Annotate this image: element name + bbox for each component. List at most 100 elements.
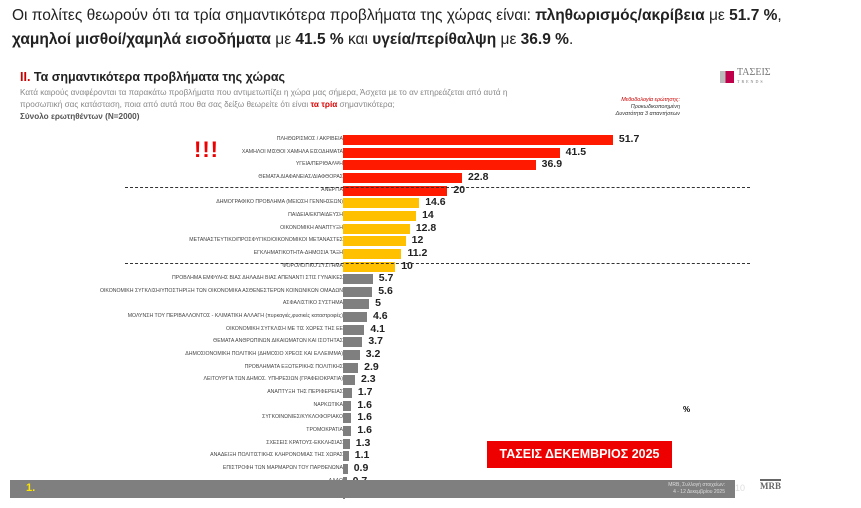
value-label: 3.2	[365, 348, 381, 361]
value-label: 12	[411, 234, 424, 247]
value-label: 5	[375, 297, 381, 310]
bar	[343, 438, 350, 449]
category-label: ΑΝΕΡΓΙΑ	[321, 186, 343, 193]
value-label: 1.1	[354, 449, 370, 462]
category-label: ΦΟΡΟΛΟΓΙΚΟ ΣΥΣΤΗΜΑ	[282, 262, 343, 269]
value-label: 4.6	[373, 310, 388, 323]
chart-row: ΥΓΕΙΑ/ΠΕΡΙΘΑΛΨΗ 36.9	[10, 158, 750, 171]
category-label: ΝΑΡΚΩΤΙΚΑ	[313, 401, 343, 408]
bar	[343, 324, 365, 335]
category-label: ΑΝΑΔΕΙΞΗ ΠΟΛΙΤΙΣΤΙΚΗΣ ΚΛΗΡΟΝΟΜΙΑΣ ΤΗΣ ΧΩ…	[210, 452, 343, 459]
slide: II. Τα σημαντικότερα προβλήματα της χώρα…	[10, 60, 781, 502]
bar	[343, 299, 370, 310]
bar	[343, 451, 349, 462]
value-label: 1.6	[357, 398, 372, 411]
category-label: ΣΧΕΣΕΙΣ ΚΡΑΤΟΥΣ-ΕΚΚΛΗΣΙΑΣ	[266, 439, 343, 446]
chart-row: ΠΡΟΒΛΗΜΑ ΕΜΦΥΛΗΣ ΒΙΑΣ ΔΗΛΑΔΗ ΒΙΑΣ ΑΠΕΝΑΝ…	[10, 272, 750, 285]
source-note: MRB, Συλλογή στοιχείων: 4 - 12 Δεκεμβρίου…	[668, 482, 725, 495]
bar	[343, 160, 536, 171]
chart-row: ΛΕΙΤΟΥΡΓΙΑ ΤΩΝ ΔΗΜΟΣ. ΥΠΗΡΕΣΙΩΝ (ΓΡΑΦΕΙΟ…	[10, 373, 750, 386]
category-label: ΑΝΑΠΤΥΞΗ ΤΗΣ ΠΕΡΙΦΕΡΕΙΑΣ	[267, 389, 343, 395]
category-label: ΜΕΤΑΝΑΣΤΕΥΤΙΚΟ/ΠΡΟΣΦΥΓΙΚΟ/ΟΙΚΟΝΟΜΙΚΟΙ ΜΕ…	[189, 237, 343, 244]
value-label: 1.7	[357, 386, 373, 398]
value-label: 4.1	[370, 322, 385, 335]
category-label: ΧΑΜΗΛΟΙ ΜΙΣΘΟΙ ΧΑΜΗΛΑ ΕΙΣΟΔΗΜΑΤΑ	[241, 148, 343, 155]
category-label: ΠΡΟΒΛΗΜΑ ΕΜΦΥΛΗΣ ΒΙΑΣ ΔΗΛΑΔΗ ΒΙΑΣ ΑΠΕΝΑΝ…	[172, 275, 343, 282]
chart-row: ΕΓΚΛΗΜΑΤΙΚΟΤΗΤΑ-ΔΗΜΟΣΙΑ ΤΑΞΗ 11.2	[10, 246, 750, 260]
chart-row: ΘΕΜΑΤΑ ΔΙΑΦΑΝΕΙΑΣ/ΔΙΑΦΘΟΡΑΣ 22.8	[10, 171, 750, 184]
value-label: 5.7	[378, 272, 394, 285]
bar	[343, 362, 359, 373]
bar	[343, 223, 410, 234]
chart-row: ΠΡΟΒΛΗΜΑΤΑ ΕΞΩΤΕΡΙΚΗΣ ΠΟΛΙΤΙΚΗΣ 2.9	[10, 361, 750, 374]
category-label: ΠΑΙΔΕΙΑ/ΕΚΠΑΙΔΕΥΣΗ	[288, 211, 343, 218]
bar	[343, 261, 396, 272]
bar	[343, 185, 448, 196]
bar	[343, 236, 406, 247]
bar	[343, 400, 352, 411]
bar	[343, 463, 348, 474]
bar	[343, 135, 613, 145]
chart-row: ΔΗΜΟΣΙΟΝΟΜΙΚΗ ΠΟΛΙΤΙΚΗ (ΔΗΜΟΣΙΟ ΧΡΕΟΣ ΚΑ…	[10, 348, 750, 361]
footer-bar: 1. MRB, Συλλογή στοιχείων: 4 - 12 Δεκεμβρ…	[10, 480, 745, 498]
chart-row: ΟΙΚΟΝΟΜΙΚΗ ΑΝΑΠΤΥΞΗ 12.8	[10, 221, 750, 235]
bar	[343, 274, 373, 285]
value-label: 12.8	[415, 221, 437, 234]
bar	[343, 350, 360, 361]
category-label: ΟΙΚΟΝΟΜΙΚΗ ΑΝΑΠΤΥΞΗ	[280, 224, 343, 231]
bar	[343, 147, 560, 158]
bar	[343, 388, 352, 398]
methodology-note: Μεθοδολογία ερώτησης: Προκωδικοποιημένη Δυ…	[615, 97, 680, 117]
category-label: ΑΣΦΑΛΙΣΤΙΚΟ ΣΥΣΤΗΜΑ	[282, 300, 343, 307]
value-label: 14.6	[425, 196, 446, 209]
value-label: 14	[422, 208, 434, 221]
category-label: ΛΕΙΤΟΥΡΓΙΑ ΤΩΝ ΔΗΜΟΣ. ΥΠΗΡΕΣΙΩΝ (ΓΡΑΦΕΙΟ…	[203, 376, 344, 383]
value-label: 11.2	[407, 246, 428, 259]
headline: Οι πολίτες θεωρούν ότι τα τρία σημαντικό…	[12, 7, 782, 48]
date-stamp: ΤΑΣΕΙΣ ΔΕΚΕΜΒΡΙΟΣ 2025	[487, 441, 672, 468]
category-label: ΠΡΟΒΛΗΜΑΤΑ ΕΞΩΤΕΡΙΚΗΣ ΠΟΛΙΤΙΚΗΣ	[244, 363, 343, 370]
bar	[343, 425, 352, 436]
bar	[343, 375, 355, 386]
chart-row: ΑΝΑΠΤΥΞΗ ΤΗΣ ΠΕΡΙΦΕΡΕΙΑΣ 1.7	[10, 386, 750, 399]
chart-row: ΠΑΙΔΕΙΑ/ΕΚΠΑΙΔΕΥΣΗ 14	[10, 208, 750, 222]
value-label: 41.5	[565, 145, 587, 158]
category-label: ΔΗΜΟΓΡΑΦΙΚΟ ΠΡΟΒΛΗΜΑ (ΜΕΙΩΣΗ ΓΕΝΝΗΣΕΩΝ)	[216, 199, 343, 206]
category-label: ΤΡΟΜΟΚΡΑΤΙΑ	[306, 426, 343, 433]
value-label: 36.9	[541, 158, 563, 171]
chart-row: ΜΟΛΥΝΣΗ ΤΟΥ ΠΕΡΙΒΑΛΛΟΝΤΟΣ - ΚΛΙΜΑΤΙΚΗ ΑΛ…	[10, 310, 750, 323]
category-label: ΔΗΜΟΣΙΟΝΟΜΙΚΗ ΠΟΛΙΤΙΚΗ (ΔΗΜΟΣΙΟ ΧΡΕΟΣ ΚΑ…	[185, 351, 343, 358]
chart-row: ΣΥΓΚΟΙΝΩΝΙΕΣ/ΚΥΚΛΟΦΟΡΙΑΚΟ 1.6	[10, 411, 750, 424]
chart-row: ΟΙΚΟΝΟΜΙΚΗ ΣΥΓΚΛΙΣΗ ΜΕ ΤΙΣ ΧΩΡΕΣ ΤΗΣ ΕΕ 4…	[10, 322, 750, 336]
slide-number: 10	[735, 483, 746, 493]
category-label: ΘΕΜΑΤΑ ΑΝΘΡΩΠΙΝΩΝ ΔΙΚΑΙΩΜΑΤΩΝ ΚΑΙ ΙΣΟΤΗΤ…	[213, 338, 343, 345]
bar	[343, 198, 420, 209]
chart-row: ΣΧΕΣΕΙΣ ΚΡΑΤΟΥΣ-ΕΚΚΛΗΣΙΑΣ 1.3	[10, 437, 750, 450]
category-label: ΥΓΕΙΑ/ΠΕΡΙΘΑΛΨΗ	[295, 161, 343, 168]
category-label: ΟΙΚΟΝΟΜΙΚΗ ΣΥΓΚΛΙΣΗ ΜΕ ΤΙΣ ΧΩΡΕΣ ΤΗΣ ΕΕ	[226, 325, 343, 332]
chart-row: ΤΡΟΜΟΚΡΑΤΙΑ 1.6	[10, 424, 750, 437]
percent-unit: %	[683, 405, 691, 414]
category-label: ΟΙΚΟΝΟΜΙΚΗ ΣΥΓΚΛΙΣΗ/ΥΠΟΣΤΗΡΙΞΗ ΤΩΝ ΟΙΚΟΝ…	[99, 287, 343, 294]
question-text: Κατά καιρούς αναφέρονται τα παρακάτω προ…	[20, 88, 508, 121]
chart-row: ΑΣΦΑΛΙΣΤΙΚΟ ΣΥΣΤΗΜΑ 5	[10, 297, 750, 310]
divider	[125, 263, 750, 264]
chart-row: ΦΟΡΟΛΟΓΙΚΟ ΣΥΣΤΗΜΑ 10	[10, 260, 750, 273]
bar	[343, 172, 463, 183]
exclamation-marks: !!!	[194, 137, 219, 162]
mrb-logo: MRB	[760, 479, 781, 491]
taseis-logo: ΤΑΣΕΙΣ TRENDS	[720, 68, 771, 86]
chart-row: ΝΑΡΚΩΤΙΚΑ 1.6	[10, 398, 750, 412]
category-label: ΠΛΗΘΩΡΙΣΜΟΣ / ΑΚΡΙΒΕΙΑ	[276, 136, 343, 142]
bar	[343, 337, 363, 348]
chart-row: ΠΛΗΘΩΡΙΣΜΟΣ / ΑΚΡΙΒΕΙΑ 51.7	[10, 133, 750, 146]
category-label: ΘΕΜΑΤΑ ΔΙΑΦΑΝΕΙΑΣ/ΔΙΑΦΘΟΡΑΣ	[258, 173, 343, 180]
value-label: 1.6	[357, 411, 372, 424]
value-label: 2.3	[361, 373, 376, 386]
value-label: 51.7	[618, 133, 640, 145]
value-label: 20	[453, 183, 466, 196]
category-label: ΕΠΙΣΤΡΟΦΗ ΤΩΝ ΜΑΡΜΑΡΩΝ ΤΟΥ ΠΑΡΘΕΝΩΝΑ	[222, 464, 343, 471]
category-label: ΣΥΓΚΟΙΝΩΝΙΕΣ/ΚΥΚΛΟΦΟΡΙΑΚΟ	[262, 414, 343, 421]
bar	[343, 210, 417, 221]
bar	[343, 248, 402, 259]
